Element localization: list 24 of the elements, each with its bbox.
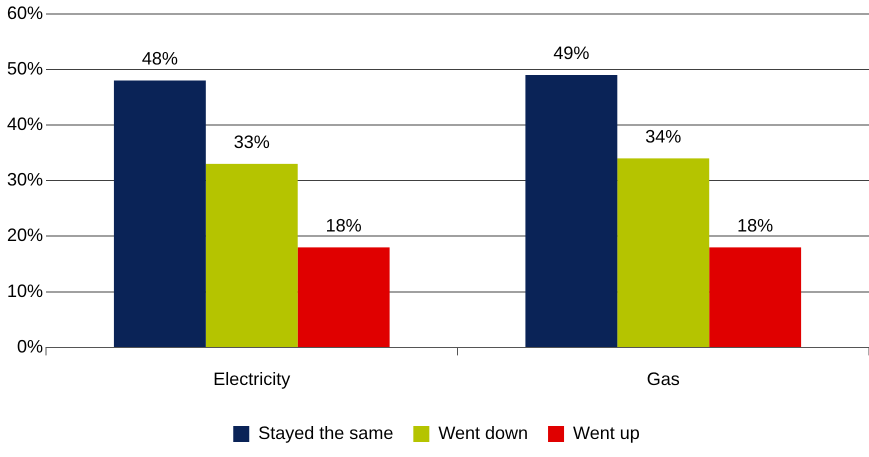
- y-tick-label: 20%: [6, 225, 44, 246]
- data-label: 33%: [234, 132, 270, 152]
- y-tick-label: 0%: [17, 336, 44, 356]
- bar: [617, 158, 710, 347]
- data-label: 48%: [142, 48, 178, 68]
- data-label: 18%: [326, 215, 362, 236]
- y-tick-label: 40%: [6, 114, 44, 134]
- legend-label: Stayed the same: [258, 422, 394, 443]
- legend-label: Went down: [438, 422, 528, 443]
- y-tick-label: 30%: [6, 170, 44, 190]
- data-label: 34%: [645, 126, 682, 146]
- bar: [298, 247, 390, 347]
- bar: [525, 74, 618, 347]
- data-label: 18%: [737, 215, 774, 236]
- bar: [206, 164, 298, 347]
- bar: [114, 80, 206, 347]
- data-label: 49%: [553, 42, 590, 63]
- y-tick-label: 50%: [6, 58, 44, 78]
- legend-label: Went up: [573, 422, 640, 443]
- x-tick-label: Gas: [646, 369, 680, 390]
- y-tick-label: 60%: [6, 2, 44, 23]
- y-tick-label: 10%: [6, 280, 44, 301]
- x-tick-label: Electricity: [213, 369, 290, 390]
- bar: [709, 247, 802, 347]
